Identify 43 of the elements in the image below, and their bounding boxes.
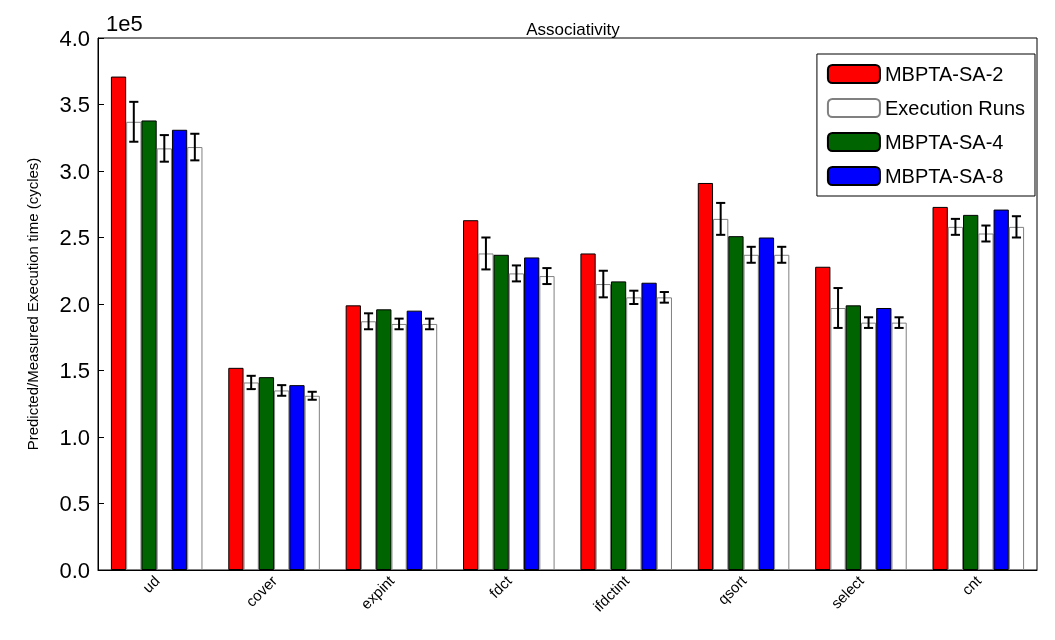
bar [360, 321, 377, 570]
bar [947, 226, 964, 570]
bar [860, 322, 877, 570]
bar [656, 297, 672, 570]
legend-label: Execution Runs [884, 97, 1025, 119]
bar [626, 297, 642, 570]
bar [243, 382, 259, 570]
y-axis-title: Predicted/Measured Execution time (cycles) [24, 157, 41, 451]
legend-label: MBPTA-SA-4 [884, 131, 1004, 153]
chart-title: Associativity [526, 20, 621, 39]
y-tick-label: 2.0 [59, 291, 90, 317]
x-tick-label: fdct [485, 571, 516, 602]
bar [713, 218, 729, 570]
bar [774, 254, 790, 570]
legend-label: MBPTA-SA-8 [884, 165, 1004, 187]
bar [304, 395, 320, 570]
legend-label: MBPTA-SA-2 [884, 63, 1004, 85]
bar [1008, 226, 1025, 570]
bar [156, 148, 172, 570]
bar [391, 323, 407, 570]
y-tick-label: 1.5 [59, 358, 90, 383]
bar [274, 390, 290, 570]
bar [595, 284, 611, 570]
y-tick-label: 1.0 [59, 424, 90, 450]
y-tick-label: 2.5 [59, 225, 90, 250]
bar [539, 276, 555, 570]
text: 1e5 [106, 10, 143, 36]
bar [978, 233, 994, 570]
bar [743, 254, 759, 570]
bar [830, 307, 846, 570]
y-tick-label: 3.0 [59, 158, 90, 184]
bar [421, 323, 438, 570]
bar [478, 253, 494, 570]
y-tick-label: 3.5 [59, 92, 90, 117]
y-tick-label: 0.5 [59, 491, 90, 516]
bar [187, 147, 203, 570]
bar [508, 273, 525, 570]
x-tick-label: ud [138, 571, 163, 596]
y-tick-label: 0.0 [59, 557, 90, 583]
y-tick-label: 4.0 [59, 25, 90, 51]
bar [126, 121, 142, 570]
x-tick-label: cnt [958, 571, 985, 599]
bar [891, 322, 907, 570]
